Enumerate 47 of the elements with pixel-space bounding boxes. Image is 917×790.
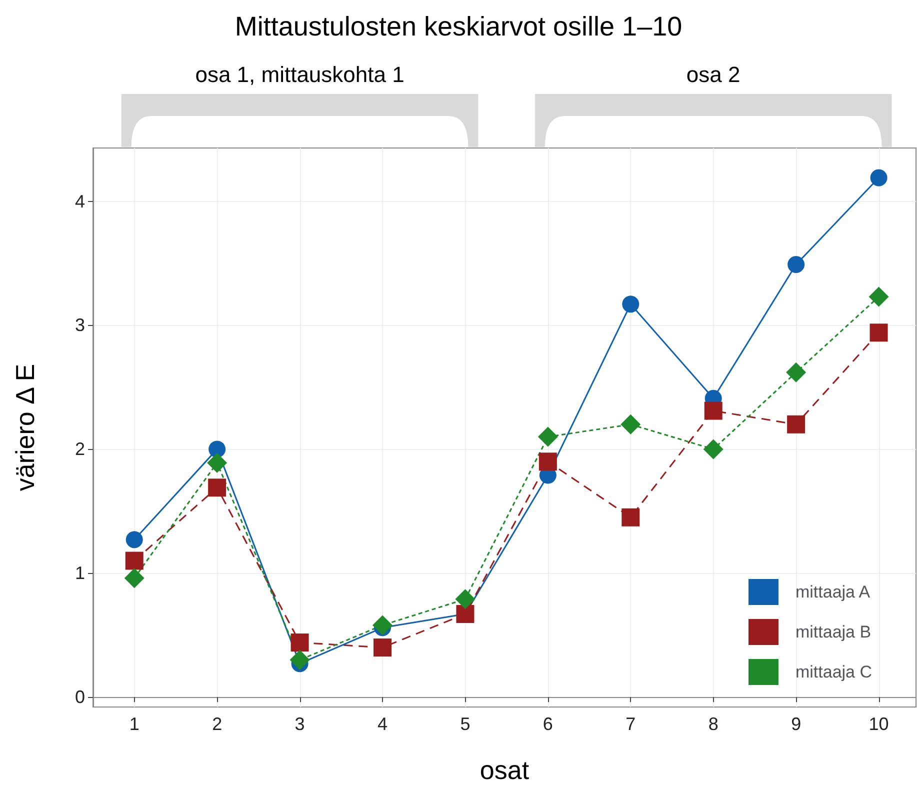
point [787, 415, 806, 434]
point [620, 414, 641, 434]
point [788, 256, 805, 274]
point [870, 324, 888, 342]
point [455, 589, 476, 610]
point [373, 638, 392, 657]
x-tick-label: 2 [212, 714, 222, 734]
x-tick-label: 8 [708, 714, 718, 734]
text: osa 2 [686, 62, 740, 88]
x-axis-title: osat [480, 755, 530, 785]
point [126, 531, 143, 548]
y-tick-label: 2 [74, 439, 85, 460]
point [538, 452, 557, 471]
point [125, 552, 144, 570]
point [870, 169, 888, 186]
legend-label: mittaaja A [795, 582, 871, 602]
y-tick-label: 3 [74, 315, 85, 336]
x-tick-label: 9 [791, 714, 802, 734]
point [208, 440, 226, 458]
x-tick-label: 4 [377, 714, 388, 734]
point [703, 439, 724, 460]
point [868, 286, 889, 307]
legend-label: mittaaja C [795, 662, 872, 682]
point [207, 452, 228, 473]
point [622, 296, 640, 313]
x-tick-label: 1 [129, 714, 140, 734]
point [622, 508, 640, 526]
point [538, 426, 558, 447]
x-tick-label: 6 [542, 714, 553, 734]
point [290, 650, 310, 670]
x-tick-label: 7 [626, 714, 636, 734]
y-tick-label: 4 [74, 191, 85, 212]
x-tick-label: 10 [868, 714, 889, 734]
chart-title: Mittaustulosten keskiarvot osille 1–10 [234, 12, 682, 42]
point [786, 362, 806, 382]
point [704, 402, 722, 420]
y-axis-title: väriero Δ E [10, 364, 40, 492]
text: osa 1, mittauskohta 1 [195, 62, 404, 88]
legend-label: mittaaja B [795, 622, 872, 642]
y-tick-label: 0 [74, 687, 85, 708]
point [208, 478, 226, 497]
point [290, 634, 309, 652]
x-tick-label: 5 [460, 714, 470, 734]
point [372, 615, 392, 636]
y-tick-label: 1 [74, 563, 85, 584]
x-tick-label: 3 [294, 714, 305, 734]
point [124, 568, 144, 588]
